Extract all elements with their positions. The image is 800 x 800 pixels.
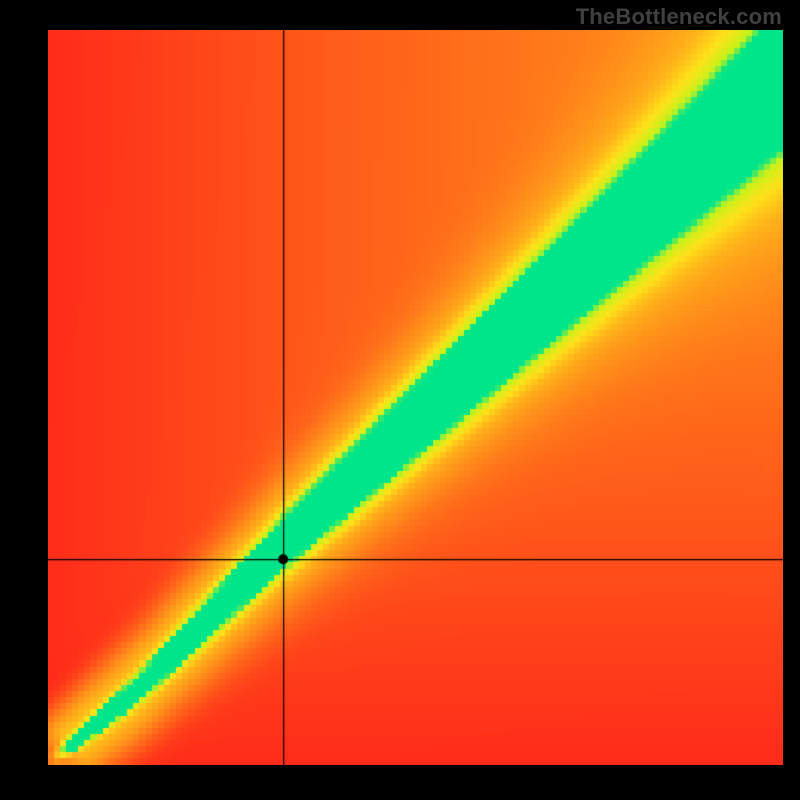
bottleneck-heatmap [48, 30, 783, 765]
watermark-text: TheBottleneck.com [576, 4, 782, 30]
chart-container: TheBottleneck.com [0, 0, 800, 800]
